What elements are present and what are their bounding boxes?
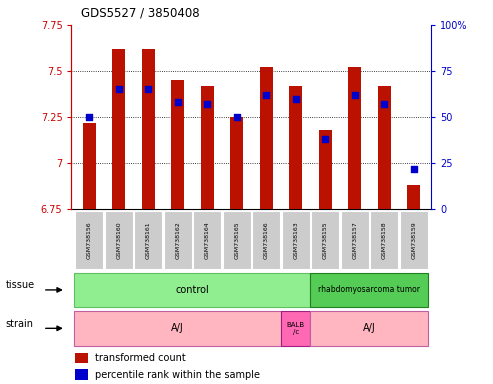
Bar (341, 210, 369, 270)
Bar (112, 49, 125, 209)
Text: GSM738165: GSM738165 (234, 221, 239, 259)
Point (351, 92, 358, 98)
Bar (399, 210, 428, 270)
Point (380, 101, 388, 107)
Bar (311, 311, 428, 346)
Text: control: control (176, 285, 210, 295)
Bar (75, 369, 88, 380)
Text: GSM738164: GSM738164 (205, 221, 210, 259)
Bar (318, 130, 332, 209)
Bar (281, 311, 311, 346)
Text: GSM738161: GSM738161 (146, 221, 151, 259)
Text: percentile rank within the sample: percentile rank within the sample (95, 369, 260, 379)
Bar (82, 122, 96, 209)
Bar (164, 210, 192, 270)
Text: GSM738156: GSM738156 (87, 221, 92, 259)
Point (292, 96, 300, 102)
Text: GSM738163: GSM738163 (293, 221, 298, 259)
Bar (141, 49, 155, 209)
Bar (311, 210, 339, 270)
Point (144, 86, 152, 93)
Bar (171, 80, 184, 209)
Text: GSM738158: GSM738158 (382, 221, 387, 259)
Text: strain: strain (6, 319, 34, 329)
Point (233, 114, 241, 120)
Point (115, 86, 123, 93)
Bar (105, 210, 133, 270)
Text: A/J: A/J (171, 323, 184, 333)
Text: rhabdomyosarcoma tumor: rhabdomyosarcoma tumor (318, 285, 421, 295)
Text: GSM738160: GSM738160 (116, 221, 121, 259)
Text: tissue: tissue (6, 280, 35, 290)
Bar (74, 311, 281, 346)
Text: transformed count: transformed count (95, 353, 186, 363)
Point (203, 101, 211, 107)
Bar (222, 210, 251, 270)
Bar (348, 67, 361, 209)
Bar (230, 117, 244, 209)
Bar (282, 210, 310, 270)
Point (174, 99, 181, 106)
Bar (311, 273, 428, 307)
Text: BALB
/c: BALB /c (286, 322, 305, 335)
Text: GDS5527 / 3850408: GDS5527 / 3850408 (81, 6, 200, 19)
Bar (407, 185, 421, 209)
Bar (75, 353, 88, 363)
Bar (370, 210, 398, 270)
Bar (74, 273, 311, 307)
Bar (201, 86, 214, 209)
Point (262, 92, 270, 98)
Point (85, 114, 93, 120)
Text: GSM738157: GSM738157 (352, 221, 357, 259)
Text: GSM738155: GSM738155 (323, 221, 328, 259)
Point (321, 136, 329, 142)
Bar (193, 210, 221, 270)
Point (410, 166, 418, 172)
Text: A/J: A/J (363, 323, 376, 333)
Bar (378, 86, 391, 209)
Bar (252, 210, 281, 270)
Text: GSM738162: GSM738162 (175, 221, 180, 259)
Text: GSM738159: GSM738159 (411, 221, 416, 259)
Bar (289, 86, 302, 209)
Text: GSM738166: GSM738166 (264, 221, 269, 259)
Bar (259, 67, 273, 209)
Bar (75, 210, 104, 270)
Bar (134, 210, 162, 270)
